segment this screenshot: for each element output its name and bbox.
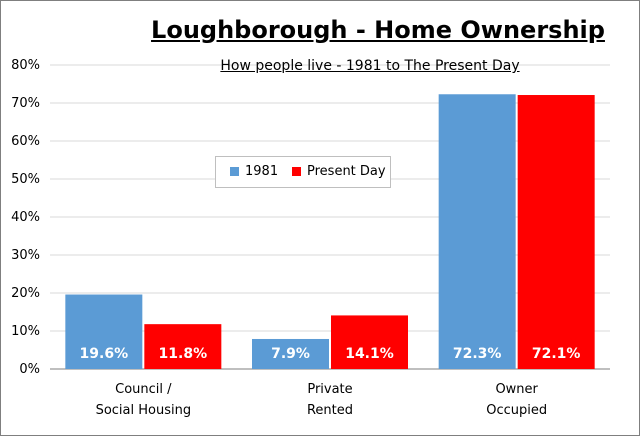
legend-swatch-1981 bbox=[230, 167, 239, 176]
bar bbox=[331, 315, 408, 369]
data-label: 72.1% bbox=[532, 346, 581, 362]
data-label: 11.8% bbox=[159, 346, 208, 362]
x-tick-label: Occupied bbox=[486, 403, 547, 418]
bar bbox=[144, 324, 222, 369]
x-tick-label: Rented bbox=[307, 403, 353, 418]
bar bbox=[65, 294, 143, 369]
y-tick-label: 70% bbox=[11, 96, 40, 111]
data-label: 19.6% bbox=[80, 346, 129, 362]
chart-title: Loughborough - Home Ownership bbox=[151, 16, 605, 44]
x-tick-label: Social Housing bbox=[96, 403, 192, 418]
legend-item-1981: 1981 bbox=[230, 164, 278, 179]
data-label: 72.3% bbox=[453, 346, 502, 362]
bar bbox=[252, 338, 329, 369]
y-tick-label: 20% bbox=[11, 286, 40, 301]
y-tick-label: 80% bbox=[11, 58, 40, 73]
legend-label-1981: 1981 bbox=[245, 164, 279, 179]
y-tick-label: 50% bbox=[11, 172, 40, 187]
legend: 1981 Present Day bbox=[215, 156, 391, 188]
y-tick-label: 60% bbox=[11, 134, 40, 149]
chart-subtitle: How people live - 1981 to The Present Da… bbox=[220, 58, 520, 74]
legend-item-present-day: Present Day bbox=[292, 164, 386, 179]
data-label: 7.9% bbox=[271, 346, 310, 362]
y-tick-label: 0% bbox=[19, 362, 40, 377]
y-tick-label: 10% bbox=[11, 324, 40, 339]
y-tick-label: 40% bbox=[11, 210, 40, 225]
legend-swatch-present-day bbox=[292, 167, 301, 176]
y-tick-label: 30% bbox=[11, 248, 40, 263]
legend-label-present-day: Present Day bbox=[307, 164, 386, 179]
x-tick-label: Private bbox=[307, 382, 352, 397]
x-tick-label: Owner bbox=[495, 382, 538, 397]
data-label: 14.1% bbox=[345, 346, 394, 362]
bar bbox=[517, 95, 595, 370]
bar bbox=[438, 94, 516, 369]
x-tick-label: Council / bbox=[115, 382, 172, 397]
